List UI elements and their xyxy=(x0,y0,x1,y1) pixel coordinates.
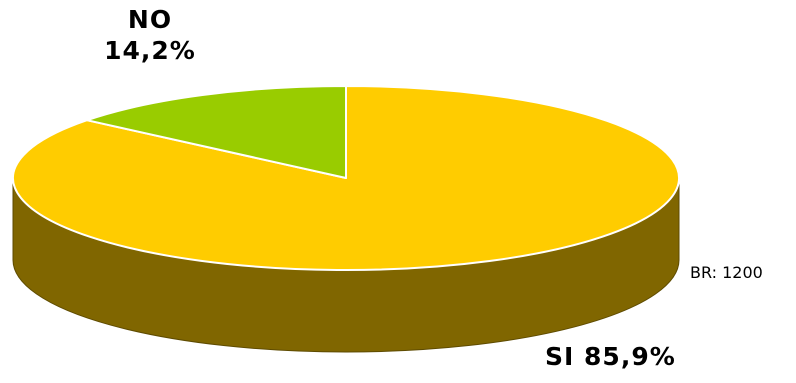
slice-name-si: SI xyxy=(545,342,575,371)
slice-label-si: SI 85,9% xyxy=(545,341,676,372)
slice-label-no: NO 14,2% xyxy=(95,4,205,67)
sample-size-note: BR: 1200 xyxy=(690,263,763,282)
slice-name-no: NO xyxy=(127,5,173,34)
slice-value-si: 85,9% xyxy=(584,342,676,371)
pie-slice-no xyxy=(85,85,347,179)
pie-slice-si xyxy=(12,85,680,271)
slice-value-no: 14,2% xyxy=(104,36,196,66)
